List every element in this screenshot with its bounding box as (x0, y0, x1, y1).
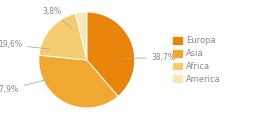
Text: 19,6%: 19,6% (0, 40, 50, 49)
Text: 3,8%: 3,8% (43, 6, 71, 28)
Wedge shape (87, 12, 135, 96)
Text: 37,9%: 37,9% (0, 79, 50, 94)
Wedge shape (39, 55, 118, 108)
Wedge shape (39, 13, 87, 60)
Wedge shape (75, 12, 87, 60)
Text: 38,7%: 38,7% (124, 53, 176, 62)
Legend: Europa, Asia, Africa, America: Europa, Asia, Africa, America (172, 36, 221, 84)
